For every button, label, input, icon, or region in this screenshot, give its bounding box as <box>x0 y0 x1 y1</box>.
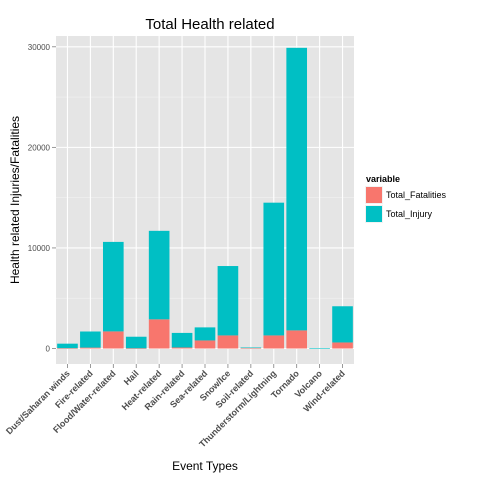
legend-swatch <box>366 187 382 203</box>
bar-total-fatalities <box>171 347 193 349</box>
bar-total-injury <box>102 241 124 332</box>
x-axis-ticks: Dust/Saharan windsFire-relatedFlood/Wate… <box>4 364 347 449</box>
legend-label: Total_Fatalities <box>386 190 447 200</box>
y-tick-label: 10000 <box>28 244 51 253</box>
legend-swatch <box>366 206 382 222</box>
bar-total-injury <box>171 332 193 348</box>
bar-total-fatalities <box>286 330 308 349</box>
bar-total-injury <box>217 266 239 336</box>
bar-total-injury <box>194 327 216 341</box>
legend-title: variable <box>366 174 400 184</box>
x-axis-label: Event Types <box>172 459 238 473</box>
bar-total-injury <box>148 230 170 320</box>
bar-total-injury <box>125 336 147 349</box>
bars <box>57 47 353 349</box>
bar-total-fatalities <box>148 319 170 349</box>
y-tick-label: 0 <box>46 345 51 354</box>
bar-total-fatalities <box>240 347 262 349</box>
bar-total-fatalities <box>102 331 124 349</box>
chart-title: Total Health related <box>145 16 274 33</box>
bar-total-fatalities <box>217 335 239 349</box>
bar-total-injury <box>263 202 285 336</box>
y-tick-label: 20000 <box>28 143 51 152</box>
legend: variable Total_Fatalities Total_Injury <box>365 174 447 223</box>
y-axis-ticks: 0 10000 20000 30000 <box>28 43 56 354</box>
bar-total-fatalities <box>194 340 216 349</box>
x-tick-label: Hail <box>122 368 141 387</box>
bar-total-fatalities <box>263 335 285 349</box>
bar-total-injury <box>80 331 101 348</box>
bar-total-fatalities <box>332 342 353 349</box>
bar-total-injury <box>57 343 78 349</box>
y-axis-label: Health related Injuries/Fatalities <box>8 116 22 284</box>
bar-total-fatalities <box>57 348 78 349</box>
bar-total-injury <box>332 306 353 343</box>
bar-total-fatalities <box>125 348 147 349</box>
bar-total-injury <box>240 347 262 349</box>
bar-total-injury <box>286 47 308 331</box>
legend-label: Total_Injury <box>386 209 433 219</box>
bar-total-fatalities <box>80 347 101 349</box>
bar-total-injury <box>309 348 330 349</box>
y-tick-label: 30000 <box>28 43 51 52</box>
